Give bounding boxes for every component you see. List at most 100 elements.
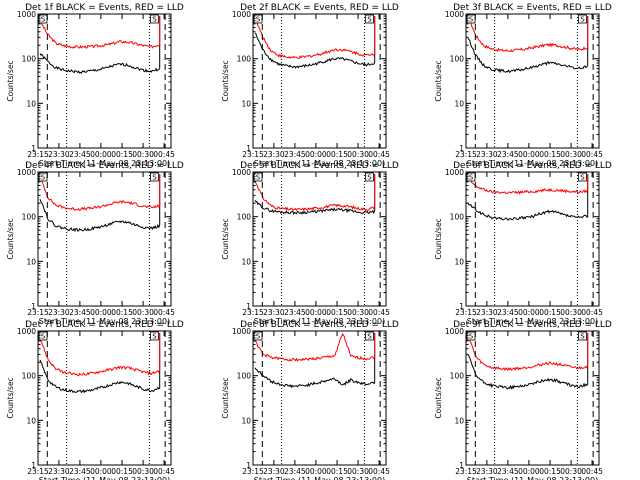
y-axis-label: Counts/sec [6, 218, 15, 259]
saa-marker-box [253, 172, 263, 182]
series-lld-line [254, 174, 376, 212]
x-tick-label: 00:45 [153, 467, 175, 476]
x-tick-label: 00:00 [518, 308, 540, 317]
series-events-line [467, 333, 589, 390]
panel-2: Det 2f BLACK = Events, RED = LLD S S 1 10 100… [221, 3, 399, 168]
saa-marker-label: S [469, 174, 474, 182]
series-events-line [39, 174, 161, 233]
plot-frame [465, 171, 600, 307]
panel-7: Det 7f BLACK = Events, RED = LLD S S 1 10 100… [6, 320, 184, 480]
y-tick-label: 10 [454, 416, 464, 425]
series-events-line [254, 16, 376, 69]
y-tick-label: 1000 [232, 10, 251, 19]
y-axis-label: Counts/sec [434, 60, 443, 101]
saa-marker-label: S [152, 174, 157, 182]
x-tick-label: 23:30 [48, 308, 70, 317]
series-lld-line [39, 174, 161, 212]
saa-marker-label: S [41, 16, 46, 24]
saa-marker-box [365, 331, 374, 341]
saa-marker-label: S [469, 333, 474, 341]
y-tick-label: 100 [237, 372, 252, 381]
panel-8: Det 8f BLACK = Events, RED = LLD S S 1 10 100… [221, 320, 399, 480]
y-tick-label: 1 [246, 144, 251, 153]
panel-title: Det 5f BLACK = Events, RED = LLD [240, 161, 399, 171]
saa-marker-box [578, 14, 587, 24]
panel-title: Det 2f BLACK = Events, RED = LLD [240, 3, 399, 13]
y-tick-label: 100 [237, 55, 252, 64]
plot-frame [465, 13, 600, 149]
series-lld-line [254, 332, 376, 362]
x-tick-label: 23:15 [242, 467, 264, 476]
x-tick-label: 00:15 [326, 467, 348, 476]
x-tick-label: 00:45 [581, 150, 603, 159]
y-tick-label: 100 [237, 213, 252, 222]
saa-marker-box [150, 331, 159, 341]
x-tick-label: 00:00 [90, 308, 112, 317]
y-tick-label: 1 [246, 461, 251, 470]
y-tick-label: 1000 [445, 10, 464, 19]
y-axis-label: Counts/sec [434, 377, 443, 418]
y-tick-label: 10 [241, 257, 251, 266]
x-tick-label: 00:15 [111, 467, 133, 476]
x-axis-label: Start Time (11-May-08 23:13:00) [254, 476, 385, 480]
x-tick-label: 00:45 [581, 308, 603, 317]
x-axis-label: Start Time (11-May-08 23:13:00) [467, 317, 598, 326]
y-tick-label: 100 [22, 213, 37, 222]
x-tick-label: 23:15 [27, 308, 49, 317]
x-tick-label: 00:00 [305, 467, 327, 476]
y-tick-label: 10 [26, 99, 36, 108]
saa-marker-box [466, 14, 476, 24]
series-lld-line [467, 14, 589, 53]
plot-frame [465, 330, 600, 466]
x-tick-label: 23:45 [69, 150, 91, 159]
x-tick-label: 23:45 [284, 150, 306, 159]
saa-marker-label: S [256, 174, 261, 182]
saa-marker-label: S [152, 16, 157, 24]
x-tick-label: 00:30 [347, 150, 369, 159]
x-tick-label: 23:30 [48, 150, 70, 159]
x-axis-label: Start Time (11-May-08 23:13:00) [254, 159, 385, 168]
x-tick-label: 23:30 [48, 467, 70, 476]
x-tick-label: 23:30 [476, 467, 498, 476]
series-events-line [39, 333, 161, 394]
plot-frame [37, 13, 172, 149]
panel-title: Det 7f BLACK = Events, RED = LLD [25, 320, 184, 330]
saa-marker-label: S [580, 174, 585, 182]
x-tick-label: 00:45 [368, 308, 390, 317]
x-tick-label: 23:45 [69, 467, 91, 476]
series-lld-line [468, 174, 589, 195]
y-tick-label: 1000 [445, 168, 464, 177]
x-tick-label: 00:00 [518, 150, 540, 159]
x-tick-label: 00:00 [90, 467, 112, 476]
y-tick-label: 1000 [17, 168, 36, 177]
y-tick-label: 10 [454, 257, 464, 266]
x-tick-label: 23:45 [497, 308, 519, 317]
plot-frame [252, 171, 387, 307]
saa-marker-label: S [580, 333, 585, 341]
series-lld-line [39, 16, 161, 49]
x-tick-label: 00:00 [518, 467, 540, 476]
x-tick-label: 00:00 [90, 150, 112, 159]
series-events-line [467, 16, 589, 74]
y-tick-label: 10 [26, 257, 36, 266]
x-tick-label: 00:00 [305, 308, 327, 317]
series-lld-line [39, 333, 161, 377]
series-lld-line [467, 333, 589, 372]
x-tick-label: 23:30 [263, 308, 285, 317]
saa-marker-label: S [256, 16, 261, 24]
x-axis-label: Start Time (11-May-08 23:13:00) [254, 317, 385, 326]
panel-6: Det 6f BLACK = Events, RED = LLD S S 1 10 100… [434, 161, 612, 326]
y-tick-label: 100 [450, 213, 465, 222]
saa-marker-box [38, 172, 48, 182]
y-tick-label: 10 [454, 99, 464, 108]
x-tick-label: 23:30 [263, 150, 285, 159]
y-axis-label: Counts/sec [6, 60, 15, 101]
y-tick-label: 1 [459, 302, 464, 311]
saa-marker-box [466, 172, 476, 182]
saa-marker-label: S [41, 174, 46, 182]
panel-title: Det 6f BLACK = Events, RED = LLD [453, 161, 612, 171]
x-tick-label: 00:15 [111, 308, 133, 317]
x-tick-label: 00:15 [111, 150, 133, 159]
y-tick-label: 10 [241, 416, 251, 425]
